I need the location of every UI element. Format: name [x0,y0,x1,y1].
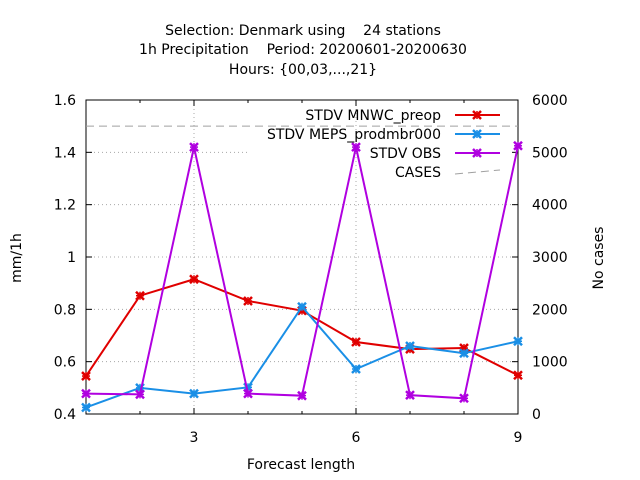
data-point [513,370,523,381]
legend-label: STDV OBS [370,146,441,162]
data-point [81,371,91,381]
data-point [135,290,145,301]
data-point [351,337,361,347]
y-tick-label: 1.2 [54,198,76,214]
y2-tick-label: 4000 [532,198,568,214]
chart-title-line-2: 1h Precipitation Period: 20200601-202006… [139,42,467,58]
y-tick-label: 1.6 [54,93,76,109]
data-point [189,274,199,285]
data-point [297,301,307,312]
data-point [81,388,91,399]
x-axis-label: Forecast length [247,457,355,473]
data-point [189,142,199,152]
data-point [513,336,523,347]
grid-layer [86,100,518,414]
data-point [243,388,253,399]
x-tick-label: 6 [352,430,361,446]
data-point [81,402,91,413]
data-point [405,390,415,401]
data-point [472,129,482,139]
y2-tick-label: 3000 [532,250,568,266]
data-point [459,348,469,359]
x-tick-label: 3 [190,430,199,446]
y2-tick-label: 1000 [532,355,568,371]
legend-label: STDV MNWC_preop [305,108,441,124]
data-point [351,364,361,374]
legend-swatch [454,169,501,175]
y-tick-label: 0.4 [54,407,76,423]
chart-title-line-3: Hours: {00,03,...,21} [229,62,377,78]
y2-tick-label: 0 [532,407,541,423]
y-tick-label: 1 [67,250,76,266]
data-point [189,388,199,399]
data-point [513,140,523,151]
data-point [472,148,482,158]
data-point [405,341,415,351]
series-line [85,145,519,400]
data-point [243,296,253,306]
data-point [472,110,482,120]
data-point [135,389,145,400]
data-point [459,393,469,404]
chart-title-line-1: Selection: Denmark using 24 stations [165,23,441,39]
data-point [351,142,361,152]
y2-tick-label: 6000 [532,93,568,109]
legend-label: STDV MEPS_prodmbr000 [267,127,441,143]
axis-layer: 0.4 0.6 0.8 1 1.2 1.4 1.6 0 1000 2000 3000 4000 5000… [54,93,568,446]
data-point [297,390,307,401]
y-tick-label: 0.8 [54,302,76,318]
legend-layer: STDV MNWC_preop STDV MEPS_prodmbr000 STDV … [267,108,501,181]
y2-tick-label: 5000 [532,145,568,161]
series-layer [81,125,523,413]
y-axis-label: mm/1h [9,233,25,283]
x-tick-label: 9 [514,430,523,446]
y-tick-label: 0.6 [54,355,76,371]
y2-tick-label: 2000 [532,302,568,318]
y-tick-label: 1.4 [54,145,76,161]
y2-axis-label: No cases [591,227,607,290]
legend-label: CASES [395,165,441,181]
